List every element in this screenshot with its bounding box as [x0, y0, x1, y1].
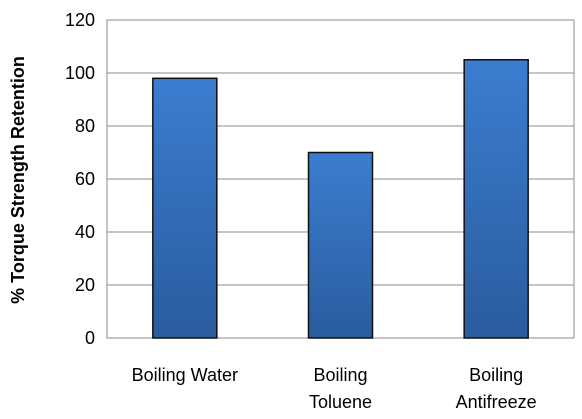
bar [152, 77, 218, 339]
y-tick-label: 0 [85, 328, 95, 348]
y-tick-label: 120 [65, 10, 95, 30]
bars [152, 59, 529, 339]
y-tick-label: 80 [75, 116, 95, 136]
y-axis-label: % Torque Strength Retention [8, 56, 28, 304]
y-tick-label: 60 [75, 169, 95, 189]
x-tick-label: Boiling Water [132, 365, 238, 385]
y-tick-label: 40 [75, 222, 95, 242]
y-tick-label: 20 [75, 275, 95, 295]
x-tick-label: Boiling [313, 365, 367, 385]
y-tick-labels: 0 20 40 60 80 100 120 [65, 10, 95, 348]
x-tick-label: Antifreeze [456, 392, 537, 412]
x-tick-label: Toluene [309, 392, 372, 412]
bar [463, 59, 529, 339]
y-tick-label: 100 [65, 63, 95, 83]
bar [307, 151, 374, 339]
x-tick-label: Boiling [469, 365, 523, 385]
x-tick-labels: Boiling Water Boiling Toluene Boiling Antifr… [132, 365, 537, 412]
